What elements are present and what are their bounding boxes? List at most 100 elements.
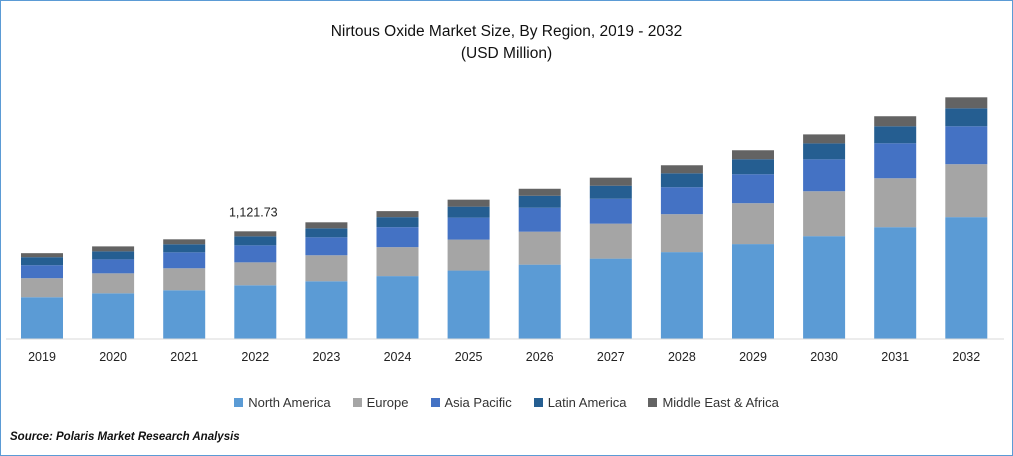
x-tick-label: 2031 xyxy=(881,350,909,364)
legend-swatch xyxy=(352,398,362,407)
bar-segment-europe-2032 xyxy=(945,164,988,218)
x-tick-label: 2027 xyxy=(597,350,625,364)
bar-segment-middle-east-africa-2030 xyxy=(803,134,846,144)
legend: North America Europe Asia Pacific Latin Ame… xyxy=(1,395,1012,410)
bar-segment-latin-america-2024 xyxy=(376,217,419,228)
bar-segment-middle-east-africa-2023 xyxy=(305,222,348,229)
bar-segment-europe-2026 xyxy=(518,231,561,265)
bar-segment-latin-america-2029 xyxy=(732,159,774,175)
bar-segment-asia-pacific-2025 xyxy=(447,217,490,240)
bar-segment-asia-pacific-2031 xyxy=(874,143,917,179)
legend-swatch xyxy=(533,398,543,407)
legend-item: Europe xyxy=(352,395,409,410)
x-tick-label: 2019 xyxy=(28,350,56,364)
bar-segment-middle-east-africa-2025 xyxy=(447,199,490,207)
bar-segment-asia-pacific-2032 xyxy=(945,126,988,165)
bar-segment-north-america-2030 xyxy=(803,236,846,339)
bar-segment-europe-2025 xyxy=(447,239,490,271)
x-tick-label: 2025 xyxy=(455,350,483,364)
bar-segment-north-america-2020 xyxy=(92,293,135,339)
bar-segment-europe-2023 xyxy=(305,255,348,282)
bar-segment-asia-pacific-2028 xyxy=(660,187,703,215)
bar-segment-north-america-2023 xyxy=(305,281,348,339)
bar-segment-north-america-2019 xyxy=(21,297,63,339)
legend-label: Asia Pacific xyxy=(444,395,512,410)
bar-segment-europe-2021 xyxy=(163,268,206,291)
bar-segment-north-america-2031 xyxy=(874,227,917,339)
bar-segment-middle-east-africa-2029 xyxy=(732,150,774,160)
x-tick-label: 2024 xyxy=(384,350,412,364)
legend-label: Latin America xyxy=(547,395,627,410)
x-tick-label: 2020 xyxy=(99,350,127,364)
bar-segment-asia-pacific-2020 xyxy=(92,259,135,274)
stacked-bar-chart: 2019 2020 2021 2022 1,121.73 2023 2024 2025 2026… xyxy=(6,97,1004,364)
bar-segment-north-america-2027 xyxy=(589,258,632,339)
bar-segment-latin-america-2025 xyxy=(447,206,490,218)
bar-segment-latin-america-2021 xyxy=(163,244,206,253)
bar-segment-europe-2028 xyxy=(660,214,703,253)
bar-segment-asia-pacific-2029 xyxy=(732,174,774,204)
bar-segment-middle-east-africa-2027 xyxy=(589,177,632,186)
legend-swatch xyxy=(648,398,658,407)
bar-segment-asia-pacific-2022 xyxy=(234,245,277,263)
bar-segment-middle-east-africa-2032 xyxy=(945,97,988,109)
legend-item: Middle East & Africa xyxy=(648,395,779,410)
x-tick-label: 2026 xyxy=(526,350,554,364)
bar-segment-north-america-2021 xyxy=(163,290,206,339)
chart-title: Nirtous Oxide Market Size, By Region, 20… xyxy=(330,23,683,40)
bar-segment-asia-pacific-2024 xyxy=(376,227,419,248)
legend-swatch xyxy=(430,398,440,407)
bar-segment-europe-2027 xyxy=(589,223,632,259)
x-tick-label: 2023 xyxy=(312,350,340,364)
bar-segment-north-america-2022 xyxy=(234,285,277,339)
bar-segment-middle-east-africa-2028 xyxy=(660,165,703,174)
bar-segment-asia-pacific-2027 xyxy=(589,198,632,224)
x-tick-label: 2022 xyxy=(241,350,269,364)
x-tick-label: 2030 xyxy=(810,350,838,364)
bar-segment-asia-pacific-2026 xyxy=(518,207,561,232)
bar-segment-latin-america-2019 xyxy=(21,257,63,266)
bar-segment-latin-america-2026 xyxy=(518,195,561,208)
bar-segment-latin-america-2030 xyxy=(803,143,846,160)
legend-item: Asia Pacific xyxy=(430,395,512,410)
legend-label: North America xyxy=(248,395,331,410)
legend-label: Middle East & Africa xyxy=(662,395,779,410)
bar-segment-north-america-2025 xyxy=(447,270,490,339)
bar-segment-europe-2022 xyxy=(234,262,277,286)
x-tick-label: 2021 xyxy=(170,350,198,364)
bar-segment-middle-east-africa-2031 xyxy=(874,116,917,127)
x-tick-label: 2029 xyxy=(739,350,767,364)
bar-segment-europe-2019 xyxy=(21,278,63,298)
legend-item: Latin America xyxy=(533,395,627,410)
data-label: 1,121.73 xyxy=(229,205,278,219)
x-tick-label: 2028 xyxy=(668,350,696,364)
bar-segment-asia-pacific-2019 xyxy=(21,265,63,279)
bar-segment-asia-pacific-2030 xyxy=(803,159,846,192)
bar-segment-europe-2031 xyxy=(874,178,917,228)
bar-segment-europe-2030 xyxy=(803,191,846,237)
legend-label: Europe xyxy=(366,395,409,410)
bar-segment-latin-america-2022 xyxy=(234,236,277,246)
bar-segment-asia-pacific-2023 xyxy=(305,237,348,256)
bar-segment-north-america-2026 xyxy=(518,264,561,339)
bar-segment-europe-2024 xyxy=(376,247,419,277)
bar-segment-latin-america-2027 xyxy=(589,185,632,199)
bar-segment-middle-east-africa-2019 xyxy=(21,253,63,258)
bar-segment-north-america-2032 xyxy=(945,217,988,339)
bar-segment-latin-america-2031 xyxy=(874,126,917,144)
bar-segment-europe-2029 xyxy=(732,203,774,245)
bar-segment-latin-america-2020 xyxy=(92,251,135,260)
bar-segment-north-america-2029 xyxy=(732,244,774,339)
bar-segment-north-america-2028 xyxy=(660,252,703,339)
bar-segment-middle-east-africa-2024 xyxy=(376,211,419,218)
legend-swatch xyxy=(234,398,244,407)
bar-segment-latin-america-2032 xyxy=(945,108,988,127)
bar-segment-middle-east-africa-2026 xyxy=(518,188,561,196)
bar-segment-middle-east-africa-2022 xyxy=(234,231,277,237)
chart-subtitle: (USD Million) xyxy=(460,45,553,62)
bar-segment-latin-america-2028 xyxy=(660,173,703,188)
x-tick-label: 2032 xyxy=(952,350,980,364)
bar-segment-asia-pacific-2021 xyxy=(163,252,206,269)
chart-title-block: Nirtous Oxide Market Size, By Region, 20… xyxy=(1,21,1012,65)
